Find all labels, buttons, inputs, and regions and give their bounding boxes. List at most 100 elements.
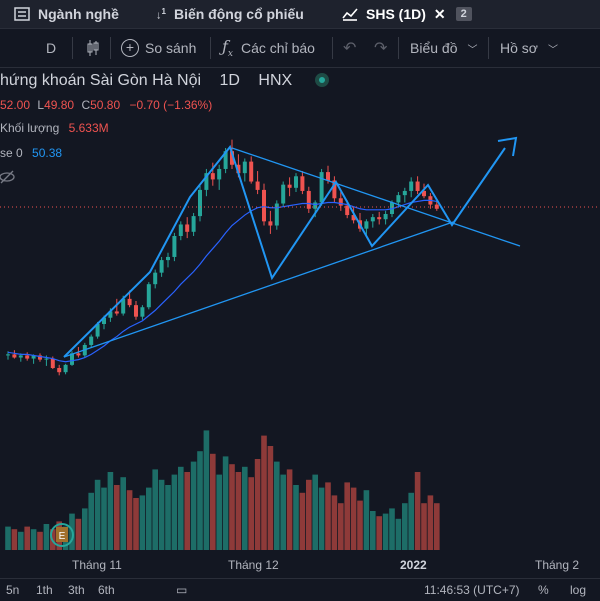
log-toggle[interactable]: log [570,583,587,597]
compare-button[interactable]: + So sánh [121,29,196,67]
range-3m-button[interactable]: 3th [68,583,85,597]
candle-body [76,353,81,356]
candle-body [70,353,74,365]
volume-bar [88,492,94,550]
volume-bar [370,511,376,550]
sort-numeric-icon: ↓1 [156,7,166,22]
hide-eye-icon[interactable] [0,170,16,184]
candle-body [44,358,49,360]
candle-body [140,307,145,317]
chart-icon [342,7,358,21]
volume-value: 5.633M [68,121,109,135]
volume-bar [197,451,203,550]
volume-bar [139,495,146,550]
volume-bar [286,469,293,550]
candle-body [255,181,260,190]
symbol-exchange: HNX [258,72,293,89]
candle-body [108,311,113,318]
volume-bars [5,430,440,550]
status-dot-icon [314,73,329,87]
candle-body [249,161,254,182]
volume-bar [216,474,222,550]
volume-bar [146,487,152,550]
tab-industry[interactable]: Ngành nghề [14,0,119,28]
undo-icon[interactable]: ↶ [343,40,357,57]
profile-button[interactable]: Hồ sơ ﹀ [500,29,558,67]
candle-body [18,355,23,358]
volume-bar [235,472,242,550]
volume-bar [43,524,50,550]
volume-bar [312,474,318,550]
candle-body [63,364,68,373]
volume-bar [363,490,370,550]
candle-body [12,354,17,358]
tab-chart-shs[interactable]: SHS (1D) ✕ 2 [342,0,472,28]
volume-bar [299,492,306,550]
volume-bar [94,479,101,550]
candle-body [409,181,414,191]
volume-bar [242,466,248,550]
chevron-down-icon: ﹀ [467,44,478,56]
range-5d-button[interactable]: 5n [6,583,20,597]
volume-bar [152,469,158,550]
candle-body [319,172,324,203]
candle-body [236,164,241,174]
candle-body [364,221,369,229]
open-value: 52.00 [0,98,31,112]
candles [6,139,439,376]
candle-body [422,190,426,197]
candle-body [134,305,138,317]
volume-bar [133,498,139,550]
volume-bar [274,461,280,550]
candle-body [25,355,30,359]
trendline-support [63,221,454,358]
volume-bar [178,466,184,550]
candle-body [172,236,177,257]
price-chart[interactable]: E [0,0,600,552]
range-6m-button[interactable]: 6th [98,583,115,597]
candle-body [102,317,106,324]
candle-body [345,205,350,216]
tab-count-badge[interactable]: 2 [455,7,472,21]
tab-bar: Ngành nghề ↓1 Biến động cổ phiếu SHS (1D… [0,0,600,29]
event-marker-icon[interactable]: E [50,523,74,547]
chart-type-button[interactable]: Biểu đồ ﹀ [410,29,477,67]
symbol-title-row: hứng khoán Sài Gòn Hà Nội 1D HNX [0,72,329,90]
chart-type-label: Biểu đồ [410,40,458,56]
candle-body [396,195,401,203]
ohlc-row: 52.00 L49.80 C50.80 −0.70 (−1.36%) [0,98,212,112]
volume-bar [222,456,229,550]
range-1m-button[interactable]: 1th [36,583,53,597]
trendline-resistance [231,147,521,247]
candle-body [95,324,100,337]
clock-time[interactable]: 11:46:53 (UTC+7) [424,583,520,597]
volume-bar [331,495,338,550]
candle-body [178,224,183,236]
indicators-label: Các chỉ báo [241,40,315,56]
volume-bar [18,531,24,550]
volume-bar [114,485,120,550]
indicators-button[interactable]: ƒx Các chỉ báo [222,29,315,67]
candle-body [338,198,343,206]
time-axis[interactable]: Tháng 11 Tháng 12 2022 Tháng 2 [0,552,600,578]
interval-button[interactable]: D [46,29,56,67]
tab-industry-label: Ngành nghề [38,6,119,22]
volume-bar [11,529,18,550]
calendar-range-icon[interactable]: ▭ [176,583,188,597]
tab-stock-movement[interactable]: ↓1 Biến động cổ phiếu [156,0,304,28]
drawing-lines [63,136,521,358]
close-icon[interactable]: ✕ [433,5,446,22]
candle-body [287,184,292,188]
percent-toggle[interactable]: % [538,583,549,597]
candle-body [121,298,126,314]
toolbar-divider [210,37,211,59]
volume-bar [165,485,171,550]
toolbar-divider [488,37,489,59]
zigzag-pattern [63,144,506,358]
candlestick-icon[interactable] [86,29,100,67]
volume-bar [30,529,37,550]
interval-label: D [46,40,57,56]
redo-icon[interactable]: ↷ [374,40,388,57]
volume-bar [120,477,126,550]
volume-bar [325,482,331,550]
